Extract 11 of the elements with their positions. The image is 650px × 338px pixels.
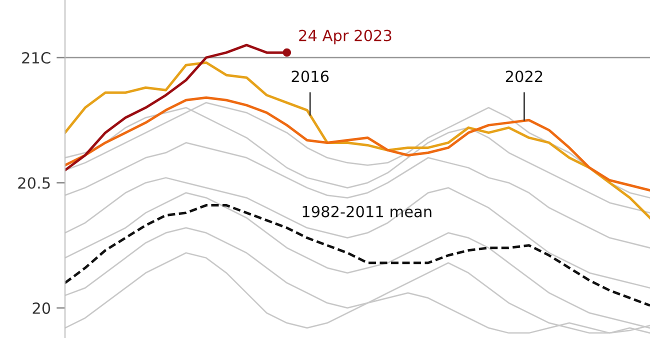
series-label: 24 Apr 2023 (299, 30, 392, 44)
y-tick-label: 21C (22, 52, 50, 64)
annotation: 2016 (292, 70, 329, 82)
annotation: 1982-2011 mean (302, 206, 432, 218)
line-series (65, 142, 650, 249)
line-series (65, 177, 650, 289)
annotation: 2022 (506, 70, 542, 82)
y-tick-label: 20 (32, 302, 50, 314)
line-series (65, 204, 650, 307)
line-series (65, 61, 650, 220)
y-tick-label: 20.5 (18, 177, 50, 189)
